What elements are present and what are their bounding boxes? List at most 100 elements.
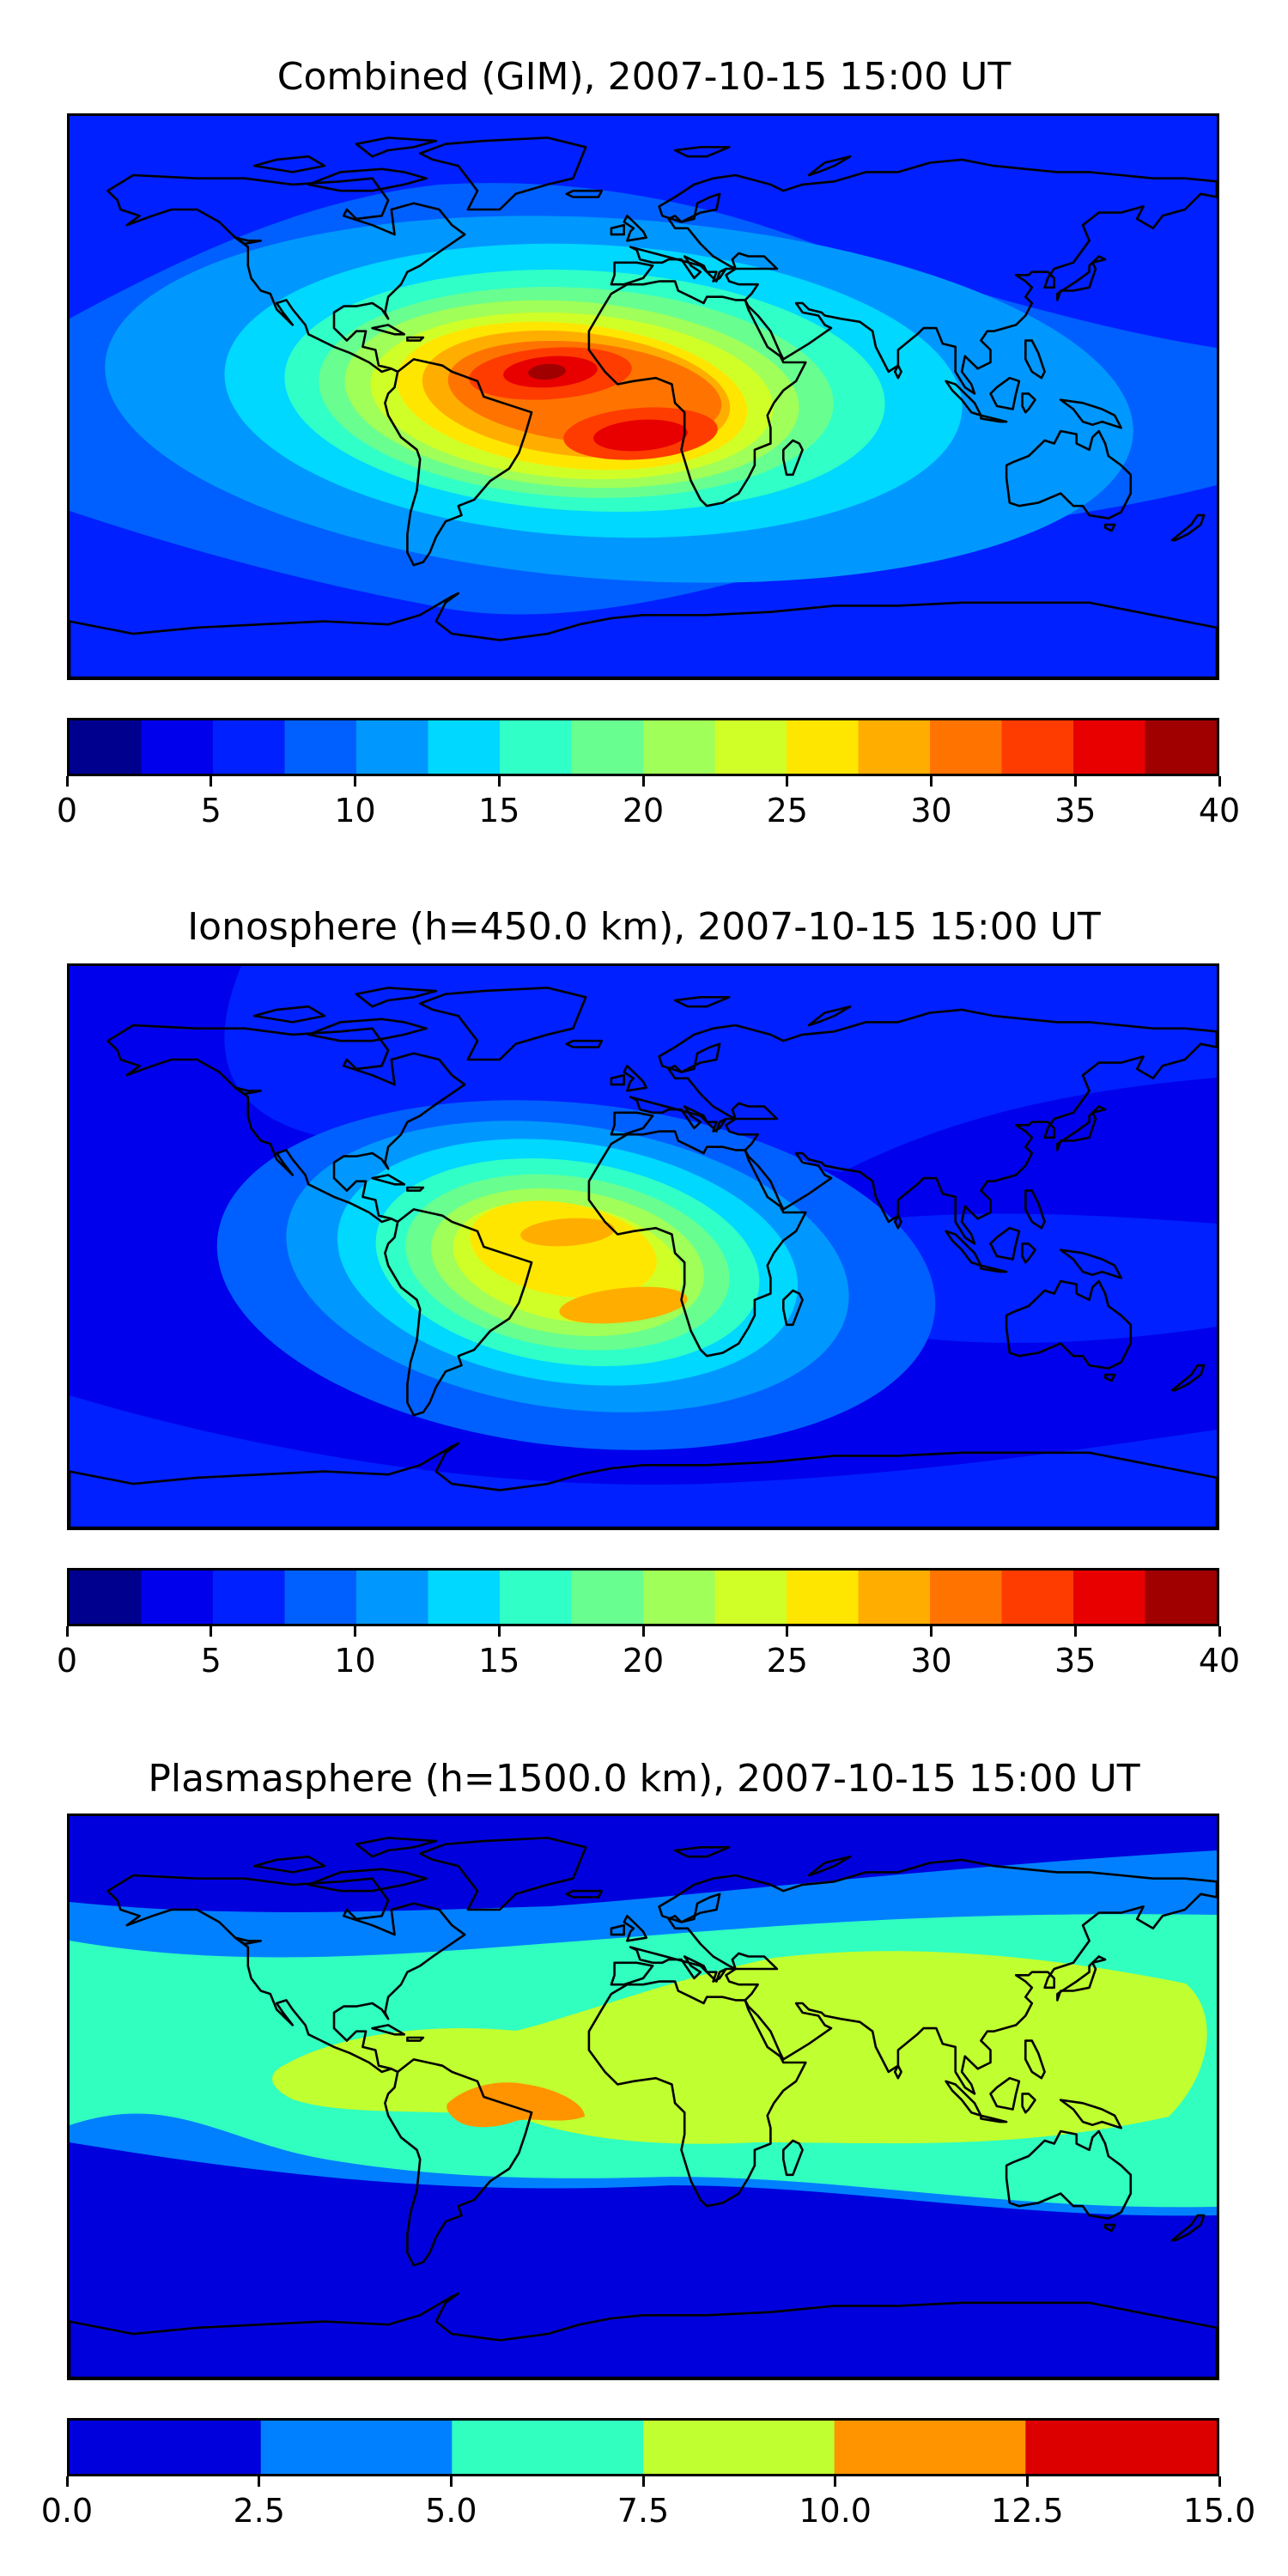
panel-3-colorbar-swatch-4 [834, 2421, 1026, 2474]
panel-1-coastline-20 [1103, 523, 1116, 532]
panel-2-colorbar-tick-label: 35 [1054, 1642, 1097, 1680]
panel-2-colorbar-swatch-14 [1073, 1571, 1146, 1624]
panel-2-colorbar-tick-label: 0 [56, 1642, 78, 1680]
panel-3-colorbar-tick-mark [641, 2476, 645, 2487]
panel-3-map [67, 1814, 1219, 2380]
panel-3-colorbar-tick-mark [449, 2476, 453, 2487]
panel-1-colorbar-swatch-12 [930, 720, 1003, 774]
panel-3-coastline-20 [1103, 2223, 1116, 2233]
panel-3-colorbar-tick-label: 5.0 [425, 2492, 477, 2530]
panel-2-coastline-20 [1103, 1373, 1116, 1382]
panel-3-coastline-12 [945, 2080, 982, 2117]
panel-1-coastline-12 [945, 380, 982, 417]
panel-1-coastline-18 [781, 439, 804, 477]
panel-3-coastline-29 [893, 2064, 902, 2080]
panel-3-colorbar-swatch-5 [1025, 2421, 1217, 2474]
panel-3-coastline-0 [106, 1874, 466, 2074]
panel-1-colorbar-tick-label: 10 [334, 792, 376, 829]
panel-2-colorbar-swatch-2 [213, 1571, 286, 1624]
panel-3-coastline-28 [807, 1855, 852, 1877]
panel-2-colorbar-swatch-1 [141, 1571, 214, 1624]
panel-2-coastline-16 [1059, 1249, 1122, 1279]
panel-1-coastline-5 [1005, 429, 1133, 520]
panel-1-coastline-8 [565, 189, 604, 198]
panel-3-coastline-9 [623, 1915, 648, 1942]
panel-1-coastline-24 [234, 236, 262, 246]
panel-1-coastline-16 [1059, 398, 1122, 429]
panel-3-coastline-13 [980, 2114, 1008, 2123]
panel-2-coastline-8 [565, 1039, 604, 1048]
panel-2-colorbar-tick-mark [641, 1626, 645, 1637]
panel-1-coastline-11 [1056, 255, 1107, 301]
panel-2-coastline-17 [1024, 1189, 1046, 1230]
panel-2-coastline-1 [384, 1208, 533, 1417]
panel-3-coastline-4 [587, 1980, 807, 2208]
panel-2-title: Ionosphere (h=450.0 km), 2007-10-15 15:0… [187, 905, 1101, 949]
panel-1-contour-level-15-15 [528, 363, 566, 380]
panel-1-coastline-22 [355, 137, 438, 158]
panel-2-colorbar-tick-mark [354, 1626, 356, 1637]
panel-3-coastline-25 [371, 2024, 406, 2036]
panel-1-coastline-4 [587, 280, 807, 507]
panel-3-colorbar-tick-label: 0.0 [40, 2492, 94, 2530]
panel-1-colorbar-swatch-0 [70, 720, 143, 774]
panel-2-coastline-12 [945, 1230, 982, 1267]
panel-2-contour-level-2-2 [70, 1395, 1217, 1528]
panel-1-coastline-27 [673, 145, 731, 158]
panel-1-colorbar-swatch-1 [141, 720, 214, 774]
panel-1-coastline-13 [980, 414, 1008, 423]
panel-1-coastline-25 [371, 324, 406, 336]
panel-1-coastline-29 [893, 364, 902, 380]
panel-3-coastline-17 [1024, 2039, 1046, 2080]
panel-2-colorbar-tick-mark [1218, 1626, 1221, 1637]
panel-3-coastline-19 [1170, 2214, 1206, 2242]
panel-3-coastline-1 [384, 2058, 533, 2267]
panel-1-colorbar-tick-mark [210, 776, 213, 787]
panel-1-coastline-7 [418, 137, 587, 211]
panel-1-coastline-9 [623, 215, 648, 242]
panel-1-colorbar-swatch-15 [1145, 720, 1217, 774]
panel-2-map [67, 963, 1219, 1530]
panel-2-coastline-22 [355, 987, 438, 1008]
panel-2-coastline-25 [371, 1174, 406, 1186]
panel-1-colorbar-swatch-13 [1001, 720, 1074, 774]
panel-3-coastline-3 [629, 1858, 1217, 2095]
panel-2-coastline-29 [893, 1214, 902, 1230]
panel-1-colorbar-ticks: 0 5 10 15 20 25 30 35 40 [57, 776, 1240, 829]
panel-2-coastline-10 [610, 1073, 626, 1086]
panel-1-coastline-10 [610, 223, 626, 236]
panel-1-colorbar-tick-mark [497, 776, 501, 787]
panel-3-coastline-22 [355, 1837, 438, 1858]
panel-3-colorbar-tick-label: 12.5 [991, 2492, 1064, 2530]
panel-3-coastline-15 [1021, 2093, 1036, 2114]
panel-3-coastline-6 [70, 2292, 1217, 2378]
panel-1-coastline-1 [384, 358, 533, 567]
panel-1-colorbar-tick-label: 0 [56, 792, 78, 829]
panel-1-colorbar-swatch-2 [213, 720, 286, 774]
panel-2-coastline-18 [781, 1289, 804, 1327]
panel-2-colorbar-ticks: 0 5 10 15 20 25 30 35 40 [57, 1626, 1240, 1680]
panel-3-colorbar-tick-label: 7.5 [617, 2492, 670, 2530]
panel-2-coastline-21 [307, 1018, 428, 1042]
panel-3-colorbar-tick-mark [1025, 2476, 1029, 2487]
panel-2-coastline-13 [980, 1264, 1008, 1273]
panel-2-colorbar-tick-label: 20 [622, 1642, 665, 1680]
panel-2-colorbar-tick-mark [786, 1626, 789, 1637]
panel-1-coastline-0 [106, 173, 466, 374]
panel-3-coastline-7 [418, 1837, 587, 1911]
panel-1-coastline-26 [406, 336, 425, 342]
panel-2-colorbar-tick-label: 15 [478, 1642, 520, 1680]
panel-2-colorbar-swatch-3 [284, 1571, 357, 1624]
panel-2-coastline-4 [587, 1130, 807, 1358]
panel-2-coastline-11 [1056, 1105, 1107, 1151]
panel-1-colorbar-swatch-7 [571, 720, 644, 774]
panel-2-coastline-14 [989, 1226, 1021, 1261]
panel-3-colorbar-swatch-0 [70, 2421, 262, 2474]
panel-2-contour-level-11-13 [559, 1286, 688, 1324]
panel-2-colorbar-swatch-8 [643, 1571, 716, 1624]
panel-1-contour-level-2-16 [104, 648, 997, 677]
panel-3-coastline-16 [1059, 2099, 1122, 2129]
panel-1-colorbar-swatch-14 [1073, 720, 1146, 774]
panel-2-coastline-15 [1021, 1242, 1036, 1264]
panel-2-coastline-24 [234, 1086, 262, 1096]
